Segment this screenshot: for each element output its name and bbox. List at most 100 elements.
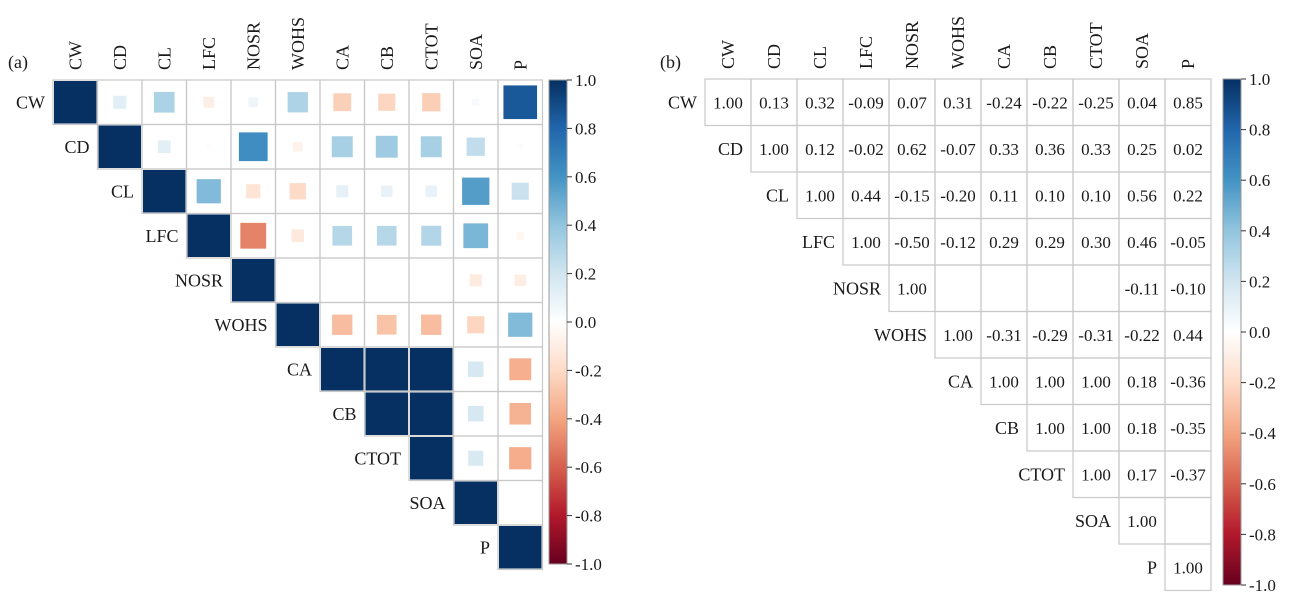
corr-square-nosr-soa bbox=[469, 274, 482, 287]
row-label-cd: CD bbox=[718, 139, 743, 159]
corr-square-p-p bbox=[499, 526, 542, 569]
corr-value-cw-nosr: 0.07 bbox=[897, 93, 927, 112]
row-label-cd: CD bbox=[64, 137, 89, 157]
row-label-ctot: CTOT bbox=[354, 448, 401, 468]
column-label-soa: SOA bbox=[466, 34, 486, 70]
colorbar-tick-label: 1.0 bbox=[1249, 70, 1270, 89]
column-label-nosr: NOSR bbox=[243, 22, 263, 70]
corr-value-cl-nosr: -0.15 bbox=[894, 186, 929, 205]
corr-square-ca-ctot bbox=[410, 348, 453, 391]
corr-square-ctot-soa bbox=[468, 450, 484, 466]
column-label-cw: CW bbox=[718, 40, 738, 69]
corr-value-soa-soa: 1.00 bbox=[1127, 512, 1157, 531]
corr-square-cd-wohs bbox=[292, 141, 303, 152]
corr-value-cw-cd: 0.13 bbox=[759, 93, 789, 112]
corr-square-nosr-p bbox=[514, 274, 527, 287]
corr-value-cl-ca: 0.11 bbox=[989, 186, 1018, 205]
corr-square-cw-cl bbox=[153, 91, 175, 113]
column-label-cb: CB bbox=[377, 46, 397, 70]
corr-value-wohs-wohs: 1.00 bbox=[943, 326, 973, 345]
column-label-soa: SOA bbox=[1132, 33, 1152, 69]
corr-square-wohs-ca bbox=[332, 314, 353, 335]
colorbar-tick-label: 0.0 bbox=[1249, 323, 1270, 342]
corr-square-cl-p bbox=[511, 182, 529, 200]
corr-square-lfc-nosr bbox=[240, 222, 267, 249]
corr-value-cd-cb: 0.36 bbox=[1035, 140, 1065, 159]
corr-square-wohs-cb bbox=[376, 314, 397, 335]
corr-square-cl-ctot bbox=[425, 185, 438, 198]
corr-value-cb-ctot: 1.00 bbox=[1081, 419, 1111, 438]
corr-value-cb-p: -0.35 bbox=[1170, 419, 1205, 438]
corr-value-cd-lfc: -0.02 bbox=[848, 140, 883, 159]
corr-square-cw-cw bbox=[54, 81, 97, 124]
row-label-wohs: WOHS bbox=[874, 325, 927, 345]
column-label-cb: CB bbox=[1040, 45, 1060, 69]
grid-cell bbox=[1026, 264, 1074, 313]
corr-square-cb-ctot bbox=[410, 392, 453, 435]
corr-value-cd-wohs: -0.07 bbox=[940, 140, 976, 159]
corr-square-lfc-soa bbox=[463, 223, 489, 249]
grid-cell bbox=[274, 257, 321, 304]
row-label-ca: CA bbox=[287, 359, 312, 379]
corr-square-nosr-nosr bbox=[232, 259, 275, 302]
corr-value-ca-cb: 1.00 bbox=[1035, 372, 1065, 391]
corr-value-cd-nosr: 0.62 bbox=[897, 140, 927, 159]
column-label-ctot: CTOT bbox=[421, 23, 441, 70]
corr-square-ca-soa bbox=[468, 361, 484, 377]
corr-value-cd-cl: 0.12 bbox=[805, 140, 835, 159]
corr-value-cw-ctot: -0.25 bbox=[1078, 93, 1113, 112]
corr-value-cd-cd: 1.00 bbox=[759, 140, 789, 159]
grid-cell bbox=[408, 257, 455, 304]
colorbar-tick-label: 0.8 bbox=[1249, 121, 1270, 140]
corr-value-ca-soa: 0.18 bbox=[1127, 372, 1157, 391]
column-label-ca: CA bbox=[332, 45, 352, 70]
corr-value-cd-ctot: 0.33 bbox=[1081, 140, 1111, 159]
column-label-wohs: WOHS bbox=[288, 17, 308, 70]
corr-square-cl-cb bbox=[380, 185, 393, 198]
corr-square-cw-cd bbox=[113, 95, 127, 109]
corr-value-wohs-cb: -0.29 bbox=[1032, 326, 1067, 345]
corr-value-cb-cb: 1.00 bbox=[1035, 419, 1065, 438]
colorbar-tick-label: 0.4 bbox=[1249, 222, 1271, 241]
corr-value-wohs-ctot: -0.31 bbox=[1078, 326, 1113, 345]
corr-value-lfc-ctot: 0.30 bbox=[1081, 233, 1111, 252]
colorbar-tick-label: 0.8 bbox=[575, 119, 596, 138]
corr-value-ca-p: -0.36 bbox=[1170, 372, 1205, 391]
corr-square-cd-ctot bbox=[420, 136, 442, 158]
row-label-nosr: NOSR bbox=[175, 270, 223, 290]
grid-cell bbox=[1164, 543, 1212, 592]
corr-value-nosr-nosr: 1.00 bbox=[897, 279, 927, 298]
corr-value-wohs-soa: -0.22 bbox=[1124, 326, 1159, 345]
column-label-cd: CD bbox=[110, 45, 130, 70]
colorbar-tick-label: -0.8 bbox=[575, 507, 602, 526]
grid-cell bbox=[319, 257, 366, 304]
colorbar-tick-label: 0.2 bbox=[575, 265, 596, 284]
corr-value-cl-cl: 1.00 bbox=[805, 186, 835, 205]
corr-square-ca-p bbox=[509, 358, 532, 381]
corr-square-cw-cb bbox=[378, 93, 396, 111]
colorbar bbox=[548, 79, 568, 565]
colorbar-tick-label: -0.2 bbox=[575, 361, 602, 380]
row-label-cb: CB bbox=[995, 418, 1019, 438]
column-label-lfc: LFC bbox=[856, 36, 876, 69]
corr-square-cw-lfc bbox=[203, 96, 215, 108]
corr-value-nosr-p: -0.10 bbox=[1170, 279, 1205, 298]
corr-square-wohs-soa bbox=[467, 316, 485, 334]
corr-value-ctot-p: -0.37 bbox=[1170, 465, 1206, 484]
row-label-p: P bbox=[480, 537, 490, 557]
corr-value-cl-lfc: 0.44 bbox=[851, 186, 881, 205]
colorbar-tick-label: -0.6 bbox=[1249, 475, 1276, 494]
corr-square-ctot-ctot bbox=[410, 437, 453, 480]
corr-value-cw-p: 0.85 bbox=[1173, 93, 1203, 112]
column-label-wohs: WOHS bbox=[948, 16, 968, 69]
panel-b-label: (b) bbox=[660, 52, 681, 73]
grid-cell bbox=[980, 264, 1028, 313]
row-label-p: P bbox=[1147, 557, 1157, 577]
corr-value-cl-p: 0.22 bbox=[1173, 186, 1203, 205]
row-label-ctot: CTOT bbox=[1018, 464, 1065, 484]
grid-cell bbox=[497, 479, 544, 526]
corr-square-cw-ctot bbox=[422, 93, 441, 112]
corr-square-cd-p bbox=[517, 144, 523, 150]
colorbar-tick-label: -0.4 bbox=[575, 410, 602, 429]
corr-square-wohs-ctot bbox=[421, 314, 442, 335]
